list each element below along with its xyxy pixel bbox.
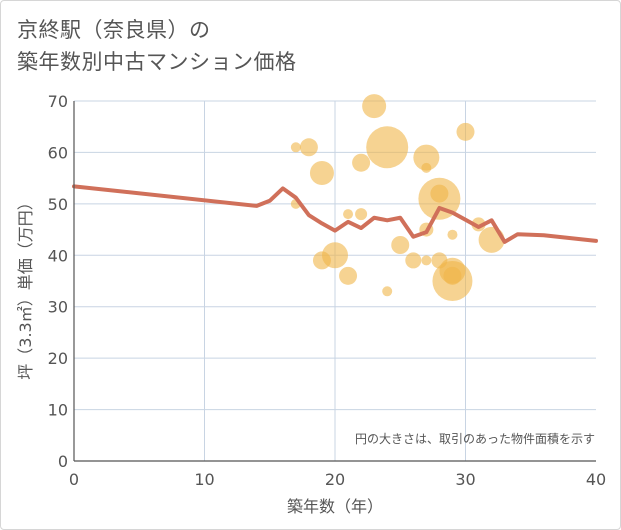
bubble-point: [391, 236, 410, 254]
bubble-point: [421, 162, 432, 173]
bubble-point: [352, 153, 371, 172]
bubble-point: [299, 138, 318, 157]
bubble-series: [290, 94, 505, 301]
bubble-point: [430, 184, 449, 203]
bubble-point: [355, 208, 368, 221]
y-tick-label: 70: [48, 92, 68, 111]
x-tick-label: 30: [455, 470, 475, 489]
x-tick-label: 40: [586, 470, 606, 489]
bubble-point: [290, 142, 301, 153]
bubble-point: [322, 242, 348, 269]
grid-lines: [74, 100, 596, 461]
bubble-point: [443, 266, 462, 285]
bubble-point: [421, 255, 432, 266]
trend-line-series: [72, 184, 598, 244]
plot-axes: [73, 101, 596, 462]
bubble-point: [339, 266, 358, 285]
x-tick-label: 20: [325, 470, 345, 489]
trend-line: [72, 184, 598, 244]
bubble-point: [447, 229, 458, 240]
size-note: 円の大きさは、取引のあった物件面積を示す: [355, 431, 595, 446]
bubble-point: [413, 144, 440, 171]
y-tick-label: 50: [48, 195, 68, 214]
y-tick-label: 20: [48, 349, 68, 368]
bubble-point: [382, 286, 393, 297]
bubble-point: [405, 252, 422, 269]
bubble-point: [366, 126, 409, 169]
y-tick-label: 10: [48, 401, 68, 420]
chart-title: 京終駅（奈良県）の 築年数別中古マンション価格: [17, 14, 297, 78]
chart-title-line1: 京終駅（奈良県）の: [17, 18, 211, 42]
y-tick-label: 40: [48, 246, 68, 265]
chart-title-line2: 築年数別中古マンション価格: [17, 50, 297, 74]
y-axis-label: 坪（3.3㎡）単価（万円）: [16, 194, 35, 379]
y-tick-label: 30: [48, 298, 68, 317]
bubble-point: [456, 122, 475, 141]
bubble-point: [309, 161, 334, 185]
bubble-point: [343, 209, 354, 220]
y-tick-label: 0: [58, 452, 68, 471]
bubble-point: [471, 217, 486, 232]
tick-labels: 0 10 20 30 40 0 10 20 30 40 50 60 70: [48, 92, 607, 489]
x-axis-label: 築年数（年）: [287, 497, 383, 516]
x-tick-label: 10: [194, 470, 214, 489]
y-tick-label: 60: [48, 143, 68, 162]
bubble-point: [478, 226, 505, 253]
x-tick-label: 0: [69, 470, 79, 489]
bubble-point: [362, 94, 387, 119]
